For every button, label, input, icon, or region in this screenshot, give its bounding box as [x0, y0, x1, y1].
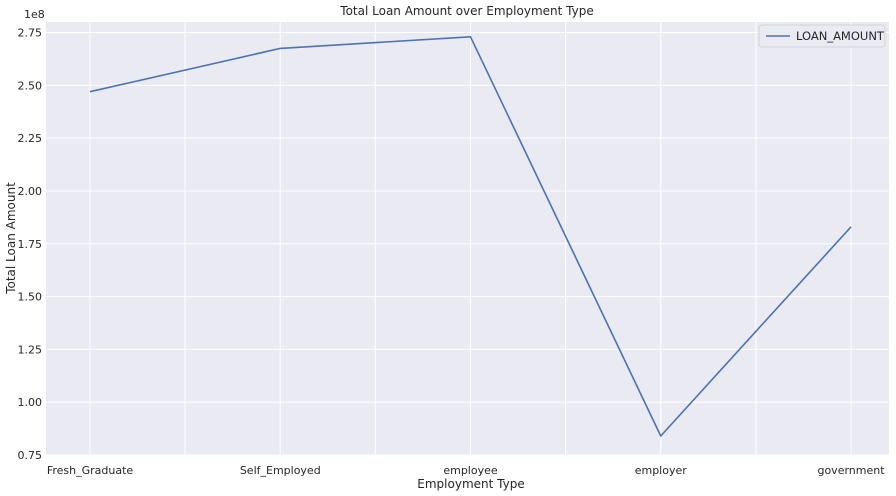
y-tick-label: 2.50 [18, 79, 43, 92]
y-axis-label: Total Loan Amount [4, 182, 18, 295]
y-offset-label: 1e8 [24, 8, 45, 21]
x-tick-label: government [817, 464, 885, 477]
legend: LOAN_AMOUNT [758, 24, 886, 48]
x-tick-labels: Fresh_Graduate Self_Employed employee emplo… [47, 464, 885, 477]
x-tick-label: Fresh_Graduate [47, 464, 134, 477]
x-tick-label: employer [635, 464, 688, 477]
y-tick-label: 2.25 [18, 132, 43, 145]
x-tick-label: employee [443, 464, 498, 477]
y-tick-label: 1.25 [18, 343, 43, 356]
series-lines [89, 35, 852, 437]
y-tick-label: 2.75 [18, 27, 43, 40]
x-axis-label: Employment Type [417, 477, 524, 491]
y-tick-labels: 0.75 1.00 1.25 1.50 1.75 2.00 2.25 2.50 2.75 [18, 27, 43, 462]
x-tick-label: Self_Employed [240, 464, 321, 477]
series-line-loan-amount [89, 35, 852, 437]
grid [46, 22, 889, 456]
y-tick-label: 0.75 [18, 449, 43, 462]
y-tick-label: 1.00 [18, 396, 43, 409]
legend-box [758, 24, 886, 48]
y-tick-label: 1.75 [18, 238, 43, 251]
plot-background [46, 22, 889, 455]
legend-label-loan-amount: LOAN_AMOUNT [796, 29, 885, 43]
chart-title: Total Loan Amount over Employment Type [339, 4, 593, 18]
y-tick-label: 1.50 [18, 291, 43, 304]
y-tick-label: 2.00 [18, 185, 43, 198]
